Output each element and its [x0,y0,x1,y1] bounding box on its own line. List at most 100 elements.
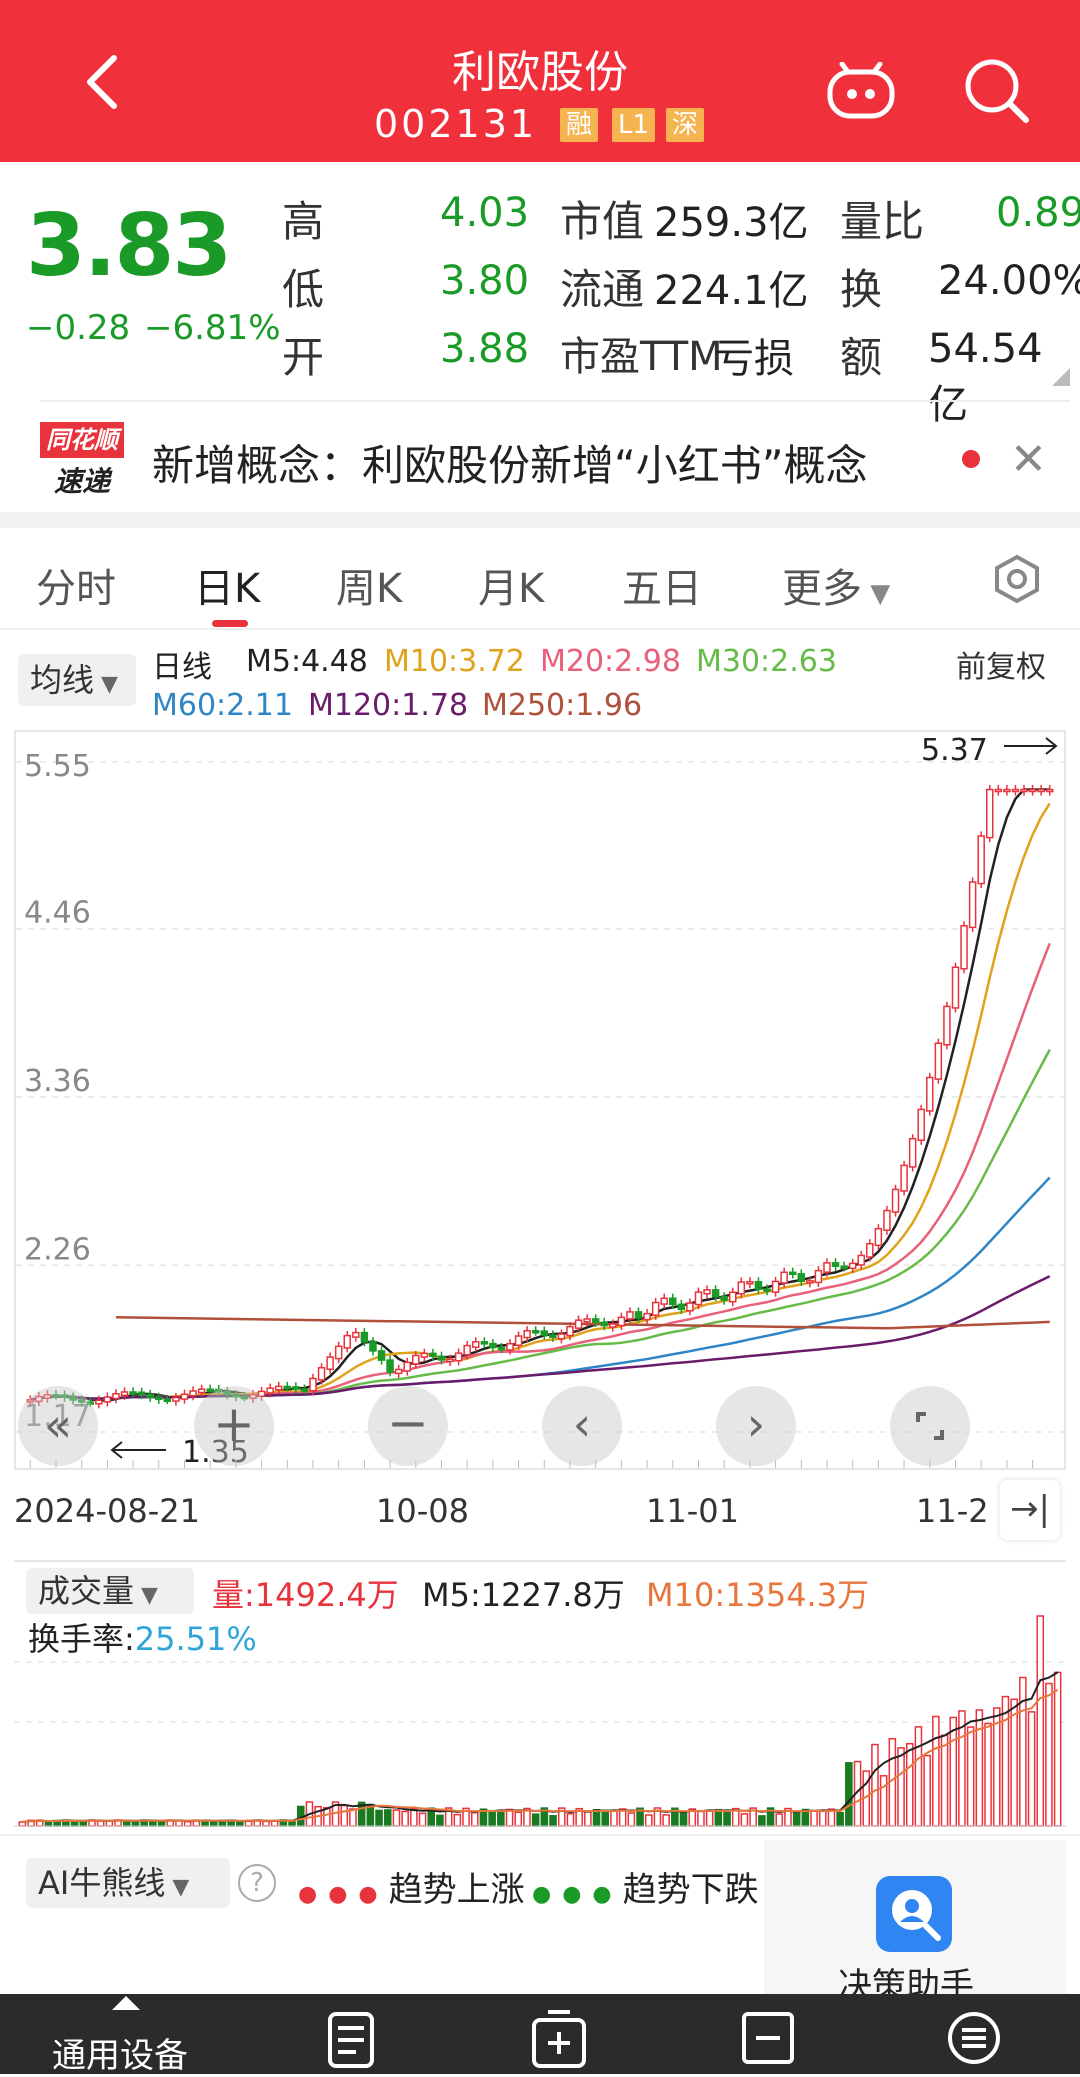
tab-weekly-k[interactable]: 周K [336,566,403,612]
search-icon[interactable] [962,56,1032,126]
candle-body [669,1297,677,1306]
ma-selector-button[interactable]: 均线 ▼ [18,654,136,706]
candle-body [309,1377,317,1392]
menu-icon[interactable] [946,2010,1002,2066]
volume-bar [236,1820,244,1827]
candle-body [729,1291,737,1303]
volume-indicator-button[interactable]: 成交量 ▼ [26,1568,194,1614]
volume-bar [531,1813,540,1827]
candle-body [343,1334,351,1349]
bottom-toolbar: 通用设备 [0,1994,1080,2076]
candle-body [437,1355,446,1361]
news-ticker-text[interactable]: 新增概念：利欧股份新增“小红书”概念 [152,441,868,490]
volume-bar [932,1715,940,1827]
volume-bar [697,1810,705,1827]
news-logo: 同花顺 速递 [40,422,124,498]
volume-bar [488,1810,496,1827]
candle-body [523,1330,531,1339]
tab-more[interactable]: 更多 ▼ [782,566,891,612]
candle-body [35,1395,43,1403]
y-tick-label: 1.17 [24,1399,91,1434]
add-watchlist-icon[interactable] [530,2008,588,2070]
volume-bar [905,1742,914,1827]
candle-body [797,1273,806,1282]
candlestick-svg[interactable]: 5.55 4.46 3.36 2.26 1.17 5.37 1.35 [16,732,1064,1470]
amount-value: 54.54亿 [928,326,1043,428]
tab-divider [0,628,1080,630]
candle-body [1037,788,1045,793]
pe-value: 亏损 [714,336,794,382]
help-icon[interactable]: ? [238,1864,276,1902]
candle-body [711,1289,720,1298]
close-icon[interactable]: ✕ [1010,434,1047,485]
tab-intraday[interactable]: 分时 [36,566,116,612]
y-tick-label: 5.55 [24,749,91,784]
candle-body [763,1288,771,1292]
candle-body [831,1262,840,1267]
candle-body [180,1393,189,1400]
candle-body [986,788,994,839]
decision-assistant-panel[interactable]: 决策助手 [764,1840,1066,2006]
ai-bull-bear-button[interactable]: AI牛熊线 ▼ [26,1858,230,1908]
zoom-in-button[interactable]: + [194,1386,274,1466]
notes-icon[interactable] [326,2010,376,2070]
candle-body [446,1358,454,1363]
tab-daily-k[interactable]: 日K [194,566,261,612]
jump-to-latest-button[interactable]: →| [1000,1480,1060,1540]
candle-body [163,1398,172,1403]
volume-bar [497,1809,505,1827]
volume-bar [845,1762,853,1827]
scroll-left-button[interactable]: ‹ [542,1386,622,1466]
expand-corner-icon[interactable] [1052,368,1070,386]
volume-svg[interactable] [14,1562,1066,1834]
ma60-label: M60:2.11 [152,688,293,723]
rewind-button[interactable]: « [18,1386,98,1466]
volume-bar [131,1820,140,1827]
back-arrow-icon[interactable] [76,52,136,112]
remove-watchlist-icon[interactable] [740,2010,796,2066]
candle-body [129,1391,137,1395]
robot-assistant-icon[interactable] [826,62,896,120]
candle-body [531,1330,540,1334]
industry-label[interactable]: 通用设备 [52,2036,188,2076]
candle-body [857,1254,865,1266]
volume-bar [723,1811,731,1827]
volume-bar [644,1814,653,1827]
candle-body [360,1331,369,1343]
ma120-label: M120:1.78 [308,688,469,723]
stock-code: 002131 [374,102,538,146]
scroll-right-button[interactable]: › [716,1386,796,1466]
volume-chart[interactable] [14,1560,1066,1832]
ma250-line [115,1316,1050,1330]
settings-hexagon-icon[interactable] [992,554,1042,604]
ma250-label: M250:1.96 [482,688,643,723]
fullscreen-button[interactable] [890,1386,970,1466]
candlestick-chart[interactable]: 5.55 4.46 3.36 2.26 1.17 5.37 1.35 [14,730,1066,1470]
candle-body [352,1331,360,1338]
last-price: 3.83 [26,196,232,296]
zoom-out-button[interactable]: − [368,1386,448,1466]
candle-body [77,1399,86,1403]
volume-bar [383,1809,392,1827]
candle-body [369,1340,377,1352]
tab-monthly-k[interactable]: 月K [478,566,545,612]
candle-body [934,1042,943,1080]
ma30-label: M30:2.63 [696,644,837,679]
tab-five-day[interactable]: 五日 [622,566,702,612]
adjust-label[interactable]: 前复权 [956,650,1046,685]
volume-bar [601,1809,610,1827]
ma20-label: M20:2.98 [540,644,681,679]
candle-body [814,1269,823,1284]
active-tab-indicator [212,620,248,627]
candle-body [197,1388,206,1394]
volume-bar [758,1815,766,1827]
quote-divider [40,400,1070,402]
collapse-caret-icon[interactable] [112,1996,140,2010]
price-change: −0.28 [26,308,131,348]
candle-body [420,1352,429,1358]
trend-down-legend: ● ● ● 趋势下跌 [532,1870,759,1910]
x-tick-start: 2024-08-21 [14,1492,200,1530]
volume-bar [984,1722,992,1827]
candle-body [1011,788,1020,793]
candle-body [703,1289,711,1295]
